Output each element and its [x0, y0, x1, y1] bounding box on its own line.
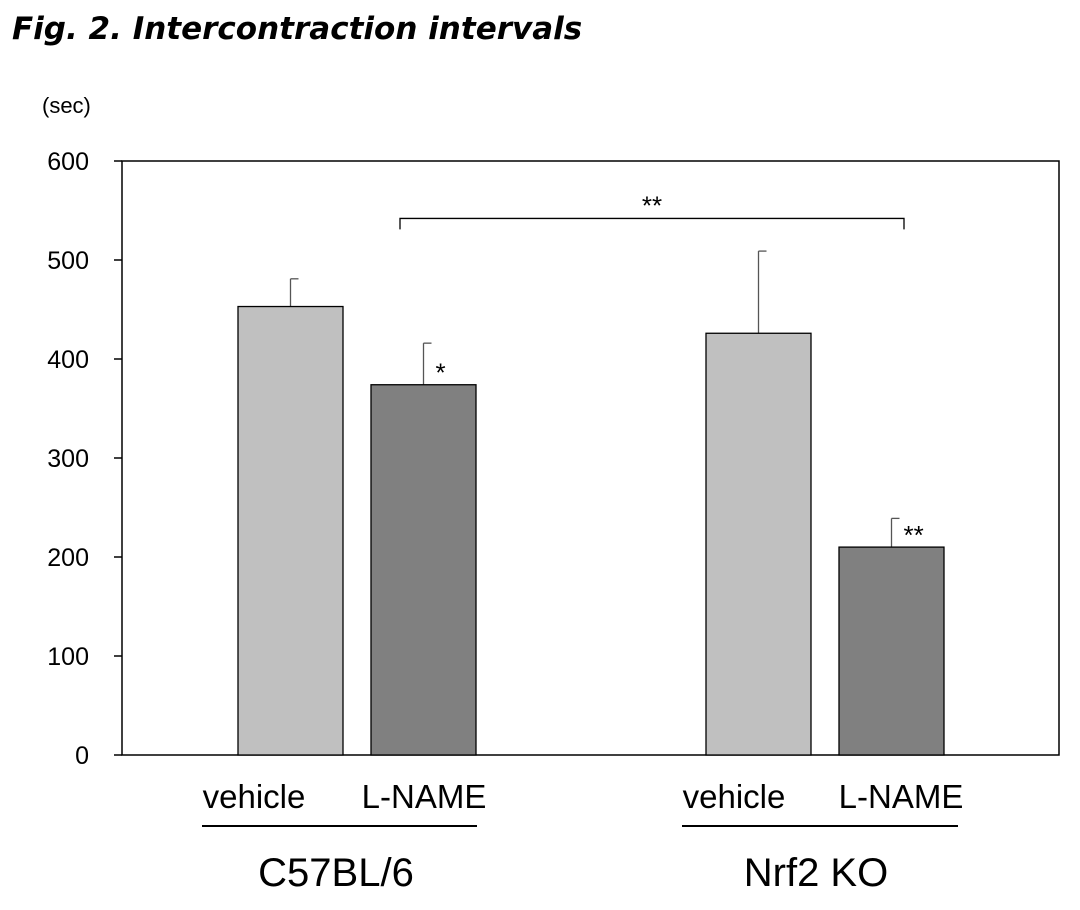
x-category-label: L-NAME — [839, 778, 964, 815]
significance-marker: * — [436, 358, 446, 388]
y-tick-label: 100 — [47, 643, 89, 671]
bar — [370, 384, 477, 756]
x-category-label: vehicle — [203, 778, 306, 815]
y-tick-label: 200 — [47, 544, 89, 572]
bar — [705, 332, 812, 756]
significance-brackets: ** — [399, 190, 905, 230]
group-label: C57BL/6 — [258, 851, 414, 895]
y-axis-unit: (sec) — [42, 93, 91, 118]
y-tick-label: 300 — [47, 445, 89, 473]
significance-marker: ** — [904, 520, 924, 550]
significance-bracket-label: ** — [642, 190, 662, 220]
figure-title: Fig. 2. Intercontraction intervals — [12, 11, 582, 47]
group-label: Nrf2 KO — [744, 851, 888, 895]
x-category-label: vehicle — [683, 778, 786, 815]
bar — [237, 305, 344, 756]
y-tick-label: 500 — [47, 247, 89, 275]
bar-series: *** — [237, 250, 945, 756]
y-tick-label: 600 — [47, 148, 89, 176]
x-axis: vehicle L-NAME C57BL/6 vehicle L-NAME Nrf2 KO — [202, 778, 963, 895]
y-tick-label: 400 — [47, 346, 89, 374]
bar — [838, 546, 945, 756]
significance-bracket — [399, 217, 905, 230]
x-category-label: L-NAME — [362, 778, 487, 815]
y-axis: 0 100 200 300 400 500 600 — [47, 148, 122, 770]
y-tick-label: 0 — [75, 742, 89, 770]
